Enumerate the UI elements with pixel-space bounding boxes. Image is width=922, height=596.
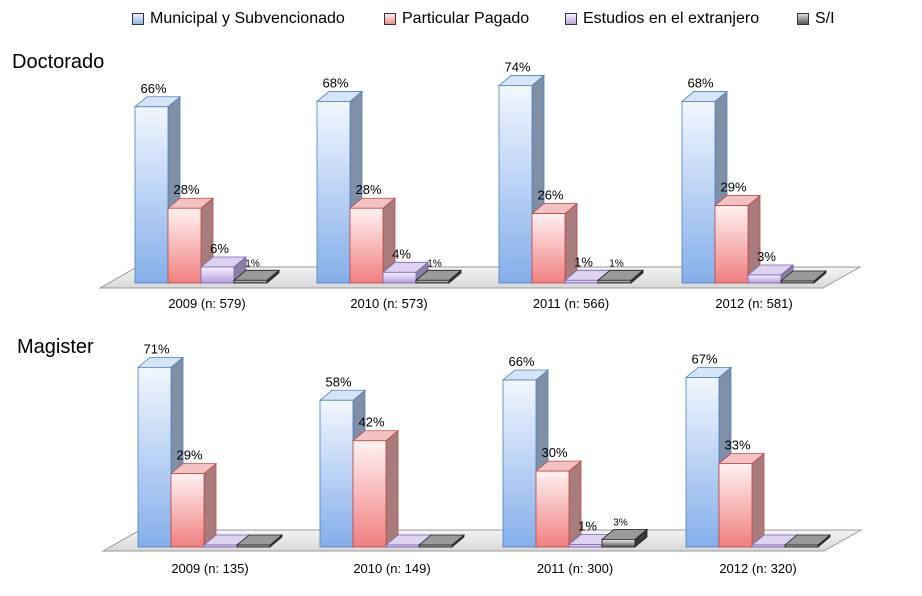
data-label: 6% <box>210 241 229 256</box>
data-label: 1% <box>427 258 442 269</box>
bar-particular <box>532 204 577 283</box>
data-label: 67% <box>691 351 717 366</box>
bar-particular <box>353 431 398 547</box>
bar-side <box>569 461 581 547</box>
data-label: 26% <box>537 188 563 203</box>
bar-particular <box>171 464 216 547</box>
data-label: 3% <box>613 517 628 528</box>
bar-side <box>386 431 398 547</box>
category-label: 2010 (n: 149) <box>353 561 430 576</box>
data-label: 29% <box>720 180 746 195</box>
bar-front <box>138 367 171 547</box>
bar-front <box>383 272 416 283</box>
bar-front <box>353 441 386 547</box>
bar-front <box>532 214 565 283</box>
bar-front <box>234 280 267 283</box>
bar-front <box>416 280 449 283</box>
bar-side <box>204 464 216 547</box>
data-label: 71% <box>143 341 169 356</box>
data-label: 66% <box>508 354 534 369</box>
category-label: 2009 (n: 579) <box>168 296 245 311</box>
bar-front <box>682 101 715 283</box>
data-label: 30% <box>541 445 567 460</box>
bar-front <box>317 101 350 283</box>
bar-side <box>565 204 577 283</box>
data-label: 28% <box>355 182 381 197</box>
category-label: 2009 (n: 135) <box>171 561 248 576</box>
data-label: 42% <box>358 415 384 430</box>
data-label: 68% <box>322 75 348 90</box>
bar-front <box>503 380 536 547</box>
bar-front <box>135 107 168 283</box>
category-label: 2010 (n: 573) <box>350 296 427 311</box>
bar-front <box>237 545 270 547</box>
category-label: 2011 (n: 566) <box>533 296 609 311</box>
category-label: 2012 (n: 581) <box>715 296 792 311</box>
bar-front <box>350 208 383 283</box>
bar-front <box>171 474 204 547</box>
bar-front <box>752 545 785 547</box>
bar-front <box>565 280 598 283</box>
bar-side <box>752 454 764 547</box>
category-label: 2011 (n: 300) <box>537 561 613 576</box>
data-label: 29% <box>176 448 202 463</box>
bar-front <box>168 208 201 283</box>
data-label: 74% <box>504 59 530 74</box>
data-label: 33% <box>724 438 750 453</box>
bar-front <box>719 464 752 547</box>
data-label: 1% <box>574 254 593 269</box>
data-label: 58% <box>325 374 351 389</box>
bar-front <box>602 539 635 547</box>
bar-front <box>569 544 602 547</box>
data-label: 1% <box>578 518 597 533</box>
bar-chart: 2009 (n: 579) 66% 28% 6% 1% 2010 (n: 573) 68% 2… <box>0 0 922 596</box>
data-label: 4% <box>392 246 411 261</box>
bar-particular <box>536 461 581 547</box>
bar-particular <box>715 196 760 283</box>
bar-front <box>386 545 419 547</box>
bar-front <box>715 206 748 283</box>
category-label: 2012 (n: 320) <box>719 561 796 576</box>
bar-front <box>748 275 781 283</box>
data-label: 28% <box>173 182 199 197</box>
bar-front <box>320 400 353 547</box>
bar-front <box>785 545 818 547</box>
data-label: 1% <box>609 258 624 269</box>
data-label: 3% <box>757 249 776 264</box>
bar-front <box>598 280 631 283</box>
bar-front <box>781 281 814 283</box>
bar-front <box>201 267 234 283</box>
bar-front <box>204 545 237 547</box>
bar-front <box>499 85 532 283</box>
bar-front <box>419 545 452 547</box>
data-label: 66% <box>140 81 166 96</box>
data-label: 1% <box>245 258 260 269</box>
bar-front <box>536 471 569 547</box>
bar-front <box>686 377 719 547</box>
data-label: 68% <box>687 75 713 90</box>
bar-particular <box>719 454 764 547</box>
